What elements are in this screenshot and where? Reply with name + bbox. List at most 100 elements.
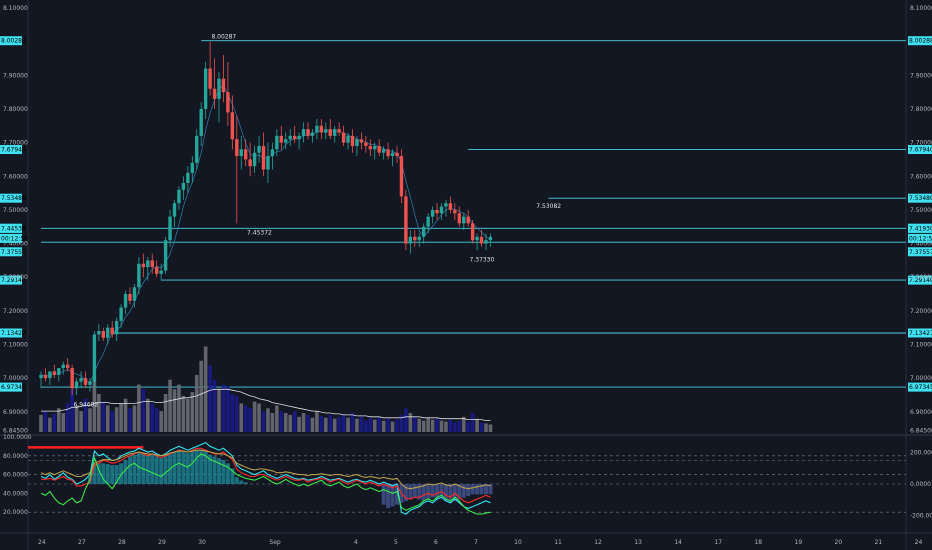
- candle-body[interactable]: [417, 236, 421, 241]
- candle-body[interactable]: [333, 129, 337, 136]
- candle-body[interactable]: [315, 125, 319, 133]
- candle-body[interactable]: [470, 223, 475, 241]
- candle-body[interactable]: [163, 240, 168, 271]
- candle-body[interactable]: [257, 145, 261, 153]
- candle-body[interactable]: [203, 68, 208, 109]
- candle-body[interactable]: [172, 203, 177, 217]
- candle-body[interactable]: [83, 378, 88, 385]
- candle-body[interactable]: [350, 135, 355, 146]
- candle-body[interactable]: [212, 88, 217, 99]
- candle-body[interactable]: [92, 334, 97, 382]
- candle-body[interactable]: [292, 135, 297, 140]
- candle-body[interactable]: [61, 364, 65, 369]
- candle-body[interactable]: [230, 112, 235, 140]
- candle-body[interactable]: [484, 240, 488, 244]
- candle-body[interactable]: [141, 263, 146, 268]
- candle-body[interactable]: [123, 294, 128, 308]
- candle-body[interactable]: [101, 331, 105, 338]
- candle-body[interactable]: [159, 270, 163, 274]
- candle-body[interactable]: [297, 135, 301, 140]
- candle-body[interactable]: [226, 92, 230, 113]
- candle-body[interactable]: [43, 374, 48, 379]
- candle-body[interactable]: [186, 172, 190, 183]
- candle-body[interactable]: [266, 156, 270, 170]
- candle-body[interactable]: [364, 142, 368, 146]
- candle-body[interactable]: [448, 203, 453, 210]
- candle-body[interactable]: [439, 206, 444, 214]
- candle-body[interactable]: [275, 135, 279, 150]
- candle-body[interactable]: [386, 149, 390, 157]
- candle-body[interactable]: [114, 320, 119, 335]
- candle-body[interactable]: [430, 209, 435, 217]
- candle-body[interactable]: [235, 139, 239, 157]
- candle-body[interactable]: [310, 132, 315, 136]
- candle-body[interactable]: [252, 152, 257, 167]
- candle-body[interactable]: [453, 209, 457, 214]
- candles[interactable]: [39, 41, 493, 395]
- candle-body[interactable]: [377, 145, 381, 153]
- candle-body[interactable]: [137, 263, 141, 288]
- candle-body[interactable]: [97, 331, 101, 335]
- candle-body[interactable]: [462, 216, 466, 224]
- candle-body[interactable]: [355, 139, 359, 146]
- candle-body[interactable]: [404, 196, 408, 244]
- candle-body[interactable]: [181, 182, 186, 190]
- candle-body[interactable]: [52, 371, 57, 375]
- candle-body[interactable]: [119, 307, 123, 321]
- candle-body[interactable]: [373, 145, 377, 150]
- candle-body[interactable]: [88, 381, 92, 385]
- candle-body[interactable]: [74, 381, 79, 389]
- candle-body[interactable]: [284, 139, 288, 143]
- candle-body[interactable]: [328, 129, 332, 136]
- candle-body[interactable]: [244, 149, 248, 160]
- candle-body[interactable]: [324, 129, 328, 133]
- candle-body[interactable]: [319, 125, 324, 133]
- candle-body[interactable]: [435, 209, 439, 214]
- candle-body[interactable]: [488, 236, 493, 241]
- candle-body[interactable]: [413, 236, 417, 241]
- candle-body[interactable]: [261, 145, 266, 170]
- candle-body[interactable]: [168, 216, 172, 241]
- candle-body[interactable]: [66, 364, 70, 369]
- candle-body[interactable]: [199, 108, 203, 136]
- candle-body[interactable]: [270, 149, 275, 157]
- candle-body[interactable]: [208, 68, 212, 89]
- candle-body[interactable]: [341, 132, 346, 143]
- candle-body[interactable]: [475, 236, 479, 241]
- candle-body[interactable]: [155, 267, 159, 274]
- candle-body[interactable]: [57, 368, 61, 375]
- candle-body[interactable]: [381, 149, 386, 153]
- candle-body[interactable]: [146, 260, 150, 268]
- candle-body[interactable]: [110, 327, 114, 335]
- candle-body[interactable]: [79, 378, 83, 382]
- candle-body[interactable]: [70, 368, 74, 389]
- candle-body[interactable]: [395, 152, 399, 157]
- candle-body[interactable]: [457, 213, 461, 224]
- candle-body[interactable]: [346, 135, 350, 143]
- candle-body[interactable]: [368, 145, 372, 150]
- candle-body[interactable]: [288, 135, 292, 140]
- candle-body[interactable]: [177, 189, 181, 204]
- candle-body[interactable]: [128, 294, 132, 301]
- candle-body[interactable]: [195, 135, 199, 163]
- candle-body[interactable]: [248, 159, 252, 167]
- candle-body[interactable]: [466, 216, 470, 224]
- candle-body[interactable]: [221, 78, 226, 93]
- candle-body[interactable]: [337, 129, 341, 133]
- candle-body[interactable]: [444, 203, 448, 207]
- candle-body[interactable]: [217, 78, 221, 99]
- candle-body[interactable]: [390, 152, 395, 157]
- candle-body[interactable]: [39, 374, 43, 379]
- candle-body[interactable]: [479, 236, 484, 244]
- candle-body[interactable]: [359, 139, 364, 143]
- candle-body[interactable]: [190, 162, 194, 173]
- candle-body[interactable]: [106, 327, 110, 338]
- candle-body[interactable]: [408, 236, 413, 244]
- candle-body[interactable]: [239, 149, 243, 157]
- candle-body[interactable]: [426, 216, 430, 227]
- candle-body[interactable]: [306, 129, 310, 136]
- candle-body[interactable]: [301, 129, 306, 136]
- candle-body[interactable]: [422, 226, 426, 237]
- candle-body[interactable]: [399, 156, 404, 197]
